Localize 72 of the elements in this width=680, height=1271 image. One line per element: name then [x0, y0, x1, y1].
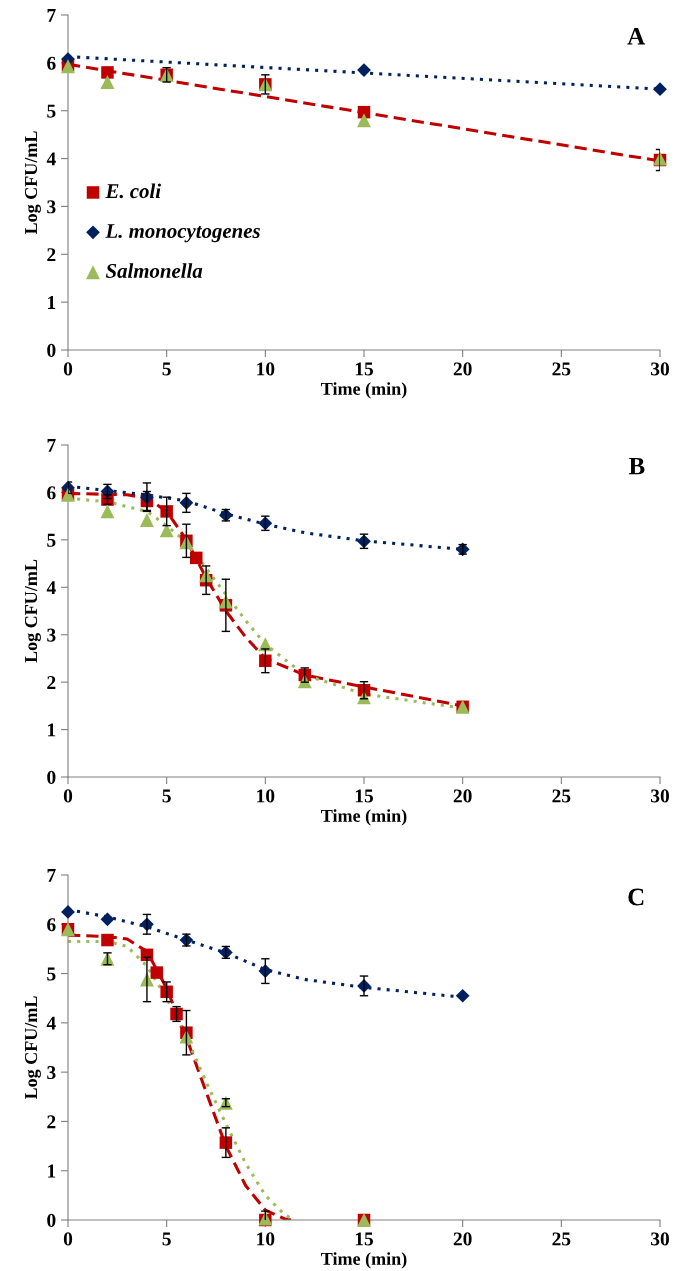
- y-tick-label: 5: [47, 967, 56, 981]
- point: [259, 654, 272, 668]
- x-axis-title: Time (min): [321, 1252, 407, 1269]
- annotation: B: [628, 457, 645, 475]
- y-tick-label: 4: [46, 581, 56, 595]
- x-tick-label: 15: [355, 1232, 374, 1246]
- point: [101, 933, 114, 947]
- x-tick-label: 15: [355, 789, 374, 803]
- y-axis-title: Log CFU/mL: [24, 996, 41, 1100]
- x-tick-label: 25: [552, 362, 571, 376]
- y-tick-label: 2: [47, 248, 56, 262]
- x-tick-label: 30: [651, 789, 669, 803]
- x-tick-label: 5: [162, 1232, 171, 1246]
- y-axis-title: Log CFU/mL: [24, 131, 41, 235]
- x-tick-label: 10: [257, 789, 275, 803]
- y-tick-label: 0: [47, 343, 56, 357]
- x-tick-label: 15: [355, 362, 374, 376]
- point: [100, 504, 115, 519]
- point: [653, 82, 667, 97]
- x-tick-label: 25: [552, 789, 571, 803]
- x-axis-title: Time (min): [321, 382, 407, 399]
- point: [150, 966, 164, 979]
- point: [160, 505, 173, 518]
- y-tick-label: 1: [48, 723, 56, 737]
- y-tick-label: 3: [47, 628, 56, 642]
- point: [159, 523, 174, 538]
- y-tick-label: 4: [46, 152, 56, 166]
- x-tick-label: 20: [453, 362, 472, 376]
- x-tick-label: 0: [63, 362, 73, 376]
- x-tick-label: 0: [63, 1232, 73, 1246]
- x-axis-title: Time (min): [321, 809, 407, 826]
- point: [100, 75, 115, 89]
- y-tick-label: 0: [47, 1213, 56, 1227]
- y-tick-label: 2: [47, 676, 56, 689]
- x-tick-label: 25: [552, 1232, 571, 1246]
- point: [100, 912, 115, 927]
- point: [455, 988, 470, 1003]
- x-tick-label: 0: [63, 789, 73, 803]
- y-tick-label: 4: [46, 1016, 56, 1030]
- y-tick-label: 3: [47, 1066, 56, 1080]
- point: [139, 512, 154, 527]
- annotation: A: [627, 27, 646, 45]
- x-tick-label: 5: [162, 362, 171, 376]
- y-tick-label: 2: [47, 1115, 56, 1129]
- y-axis-title: Log CFU/mL: [24, 559, 41, 663]
- y-tick-label: 6: [47, 918, 56, 932]
- x-tick-label: 10: [257, 362, 275, 376]
- y-tick-label: 7: [47, 439, 56, 452]
- y-tick-label: 1: [48, 296, 56, 309]
- point: [357, 113, 371, 128]
- y-tick-label: 6: [47, 56, 56, 70]
- y-tick-label: 7: [47, 869, 56, 882]
- x-tick-label: 10: [257, 1232, 275, 1246]
- legend-label: E. coli: [105, 183, 161, 199]
- x-tick-label: 30: [651, 1232, 669, 1246]
- point: [190, 551, 203, 565]
- y-tick-label: 7: [47, 9, 56, 22]
- x-tick-label: 20: [453, 1232, 472, 1246]
- y-tick-label: 5: [47, 104, 56, 118]
- y-tick-label: 0: [47, 770, 56, 784]
- annotation: C: [628, 888, 644, 906]
- point: [101, 66, 114, 79]
- x-tick-label: 20: [453, 789, 472, 803]
- y-tick-label: 6: [47, 486, 56, 500]
- y-tick-label: 3: [47, 200, 56, 214]
- y-tick-label: 5: [47, 533, 56, 547]
- x-tick-label: 5: [162, 789, 171, 803]
- point: [160, 985, 173, 999]
- legend-label: Salmonella: [105, 263, 203, 278]
- x-tick-label: 30: [651, 362, 669, 376]
- y-tick-label: 1: [48, 1164, 56, 1178]
- legend-label: L. monocytogenes: [105, 224, 260, 243]
